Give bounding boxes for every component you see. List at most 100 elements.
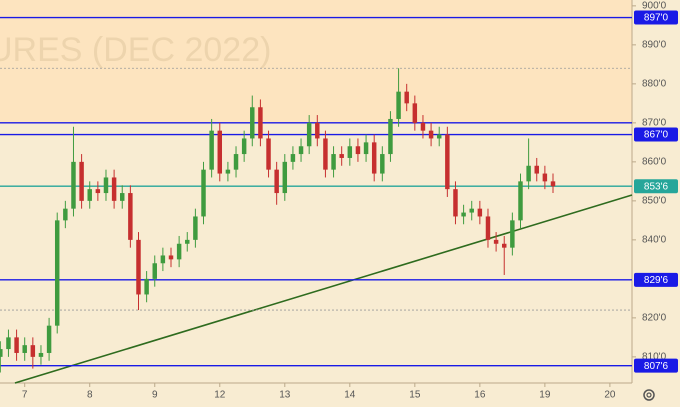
candle-body: [396, 91, 401, 119]
y-tick-label: 810'0: [642, 352, 667, 363]
candle-body: [217, 130, 223, 174]
candle-body: [526, 165, 531, 182]
candle-body: [233, 154, 239, 170]
x-tick-label: 20: [604, 390, 616, 401]
candle-body: [193, 216, 198, 240]
candle-body: [185, 239, 190, 244]
level-badge: [634, 358, 678, 373]
y-tick-label: 840'0: [642, 235, 667, 246]
candle-body: [469, 208, 474, 213]
level-label: 897'0: [644, 13, 669, 24]
candle-body: [404, 91, 409, 104]
candle-body: [428, 130, 434, 139]
candle-body: [388, 118, 393, 155]
candle-body: [241, 138, 247, 155]
candle-body: [420, 122, 426, 131]
candle-body: [38, 352, 44, 357]
candle-body: [144, 278, 149, 295]
candle-body: [501, 243, 507, 248]
candle-body: [355, 146, 361, 155]
candle-body: [518, 181, 523, 221]
y-tick-label: 860'0: [642, 156, 667, 167]
candle-body: [534, 165, 539, 174]
candle-body: [54, 220, 60, 326]
candle-body: [298, 146, 304, 155]
candle-body: [22, 345, 27, 353]
watermark: URES (DEC 2022): [0, 31, 271, 69]
y-tick-label: 820'0: [642, 313, 667, 324]
candle-body: [0, 349, 3, 357]
x-tick-label: 12: [214, 390, 226, 401]
candle-body: [201, 169, 206, 217]
candle-body: [63, 208, 68, 221]
gear-ring: [643, 389, 655, 401]
candle-body: [290, 154, 296, 162]
candle-body: [6, 337, 11, 350]
level-label: 867'0: [644, 130, 669, 141]
x-tick-label: 7: [22, 390, 28, 401]
candle-body: [306, 122, 312, 147]
candle-body: [485, 216, 491, 240]
candle-body: [371, 142, 377, 174]
candle-body: [46, 325, 52, 353]
candle-body: [461, 212, 466, 217]
level-badge: [634, 272, 678, 287]
y-tick-label: 880'0: [642, 78, 667, 89]
candle-body: [323, 138, 328, 170]
candle-body: [445, 134, 450, 190]
candle-body: [120, 193, 125, 201]
level-badge: [634, 127, 678, 142]
candle-body: [266, 138, 271, 170]
candle-body: [436, 134, 442, 139]
candle-body: [152, 263, 157, 279]
candle-body: [510, 220, 515, 248]
candle-body: [209, 130, 214, 170]
candle-body: [274, 169, 279, 194]
candle-body: [225, 169, 231, 174]
y-tick-label: 890'0: [642, 39, 667, 50]
x-tick-label: 15: [409, 390, 421, 401]
candle-body: [315, 122, 320, 139]
candle-body: [542, 173, 548, 182]
candle-body: [176, 243, 182, 260]
candle-body: [282, 161, 288, 194]
candle-body: [95, 189, 101, 194]
x-tick-label: 13: [279, 390, 291, 401]
settings-icon[interactable]: [643, 389, 655, 401]
candle-body: [128, 193, 133, 240]
candle-body: [380, 154, 385, 174]
level-label: 807'6: [644, 361, 669, 372]
candle-body: [550, 181, 556, 187]
y-tick-label: 850'0: [642, 196, 667, 207]
candle-body: [453, 189, 458, 217]
candle-body: [493, 239, 499, 244]
candle-body: [160, 255, 166, 264]
candle-body: [14, 337, 19, 353]
candle-body: [363, 142, 369, 155]
x-tick-label: 9: [152, 390, 158, 401]
candle-body: [103, 177, 109, 194]
candle-body: [250, 107, 255, 139]
candle-body: [136, 239, 141, 295]
candle-body: [79, 161, 84, 201]
candle-body: [258, 107, 263, 139]
y-tick-label: 870'0: [642, 117, 667, 128]
candle-body: [339, 154, 344, 158]
x-tick-label: 8: [87, 390, 93, 401]
gear-hub: [646, 392, 652, 398]
x-tick-label: 19: [539, 390, 551, 401]
candle-body: [168, 255, 174, 260]
candle-body: [347, 146, 353, 158]
upper-zone: [0, 0, 632, 123]
level-label: 853'6: [644, 181, 669, 192]
level-badge: [634, 179, 678, 194]
level-label: 829'6: [644, 275, 669, 286]
candle-body: [111, 177, 117, 201]
candle-body: [87, 189, 92, 201]
candle-body: [412, 103, 418, 123]
level-badge: [634, 10, 678, 25]
x-tick-label: 14: [344, 390, 356, 401]
candle-body: [477, 208, 483, 217]
